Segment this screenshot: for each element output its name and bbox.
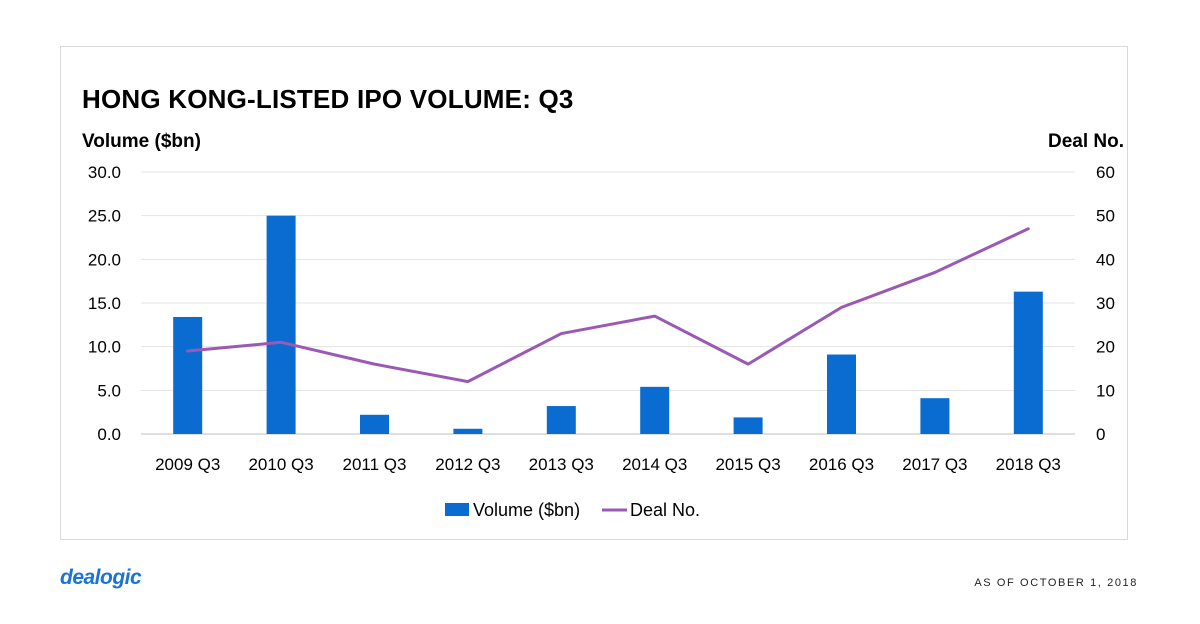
volume-bar bbox=[546, 406, 576, 434]
chart-panel bbox=[60, 46, 1128, 540]
right-tick-label: 10 bbox=[1096, 381, 1115, 400]
left-axis-title: Volume ($bn) bbox=[82, 131, 201, 152]
as-of-date: AS OF OCTOBER 1, 2018 bbox=[974, 577, 1138, 589]
volume-bar bbox=[733, 417, 763, 434]
right-tick-label: 50 bbox=[1096, 207, 1115, 226]
volume-bar bbox=[266, 215, 296, 434]
volume-bar bbox=[453, 428, 483, 434]
x-tick-label: 2012 Q3 bbox=[435, 455, 500, 474]
left-tick-label: 25.0 bbox=[88, 207, 121, 226]
legend-volume-label: Volume ($bn) bbox=[473, 500, 580, 520]
x-tick-label: 2018 Q3 bbox=[996, 455, 1061, 474]
left-tick-label: 30.0 bbox=[88, 163, 121, 182]
volume-bar bbox=[920, 398, 950, 434]
right-tick-label: 0 bbox=[1096, 425, 1105, 444]
x-tick-label: 2009 Q3 bbox=[155, 455, 220, 474]
left-tick-label: 10.0 bbox=[88, 338, 121, 357]
right-tick-label: 30 bbox=[1096, 294, 1115, 313]
right-tick-label: 60 bbox=[1096, 163, 1115, 182]
left-tick-label: 15.0 bbox=[88, 294, 121, 313]
x-tick-label: 2014 Q3 bbox=[622, 455, 687, 474]
right-tick-label: 20 bbox=[1096, 338, 1115, 357]
legend-volume-swatch bbox=[445, 503, 469, 516]
volume-bar bbox=[173, 316, 203, 434]
volume-bar bbox=[640, 386, 670, 434]
dealogic-logo: dealogic bbox=[60, 566, 142, 589]
volume-bar bbox=[360, 414, 389, 434]
right-tick-label: 40 bbox=[1096, 250, 1115, 269]
chart-title: HONG KONG-LISTED IPO VOLUME: Q3 bbox=[82, 84, 574, 114]
left-tick-label: 20.0 bbox=[88, 250, 121, 269]
volume-bar bbox=[827, 354, 856, 434]
left-tick-label: 5.0 bbox=[97, 381, 121, 400]
x-tick-label: 2013 Q3 bbox=[529, 455, 594, 474]
x-tick-label: 2017 Q3 bbox=[902, 455, 967, 474]
x-tick-label: 2011 Q3 bbox=[343, 455, 407, 474]
legend-deal-no-label: Deal No. bbox=[630, 500, 700, 520]
left-tick-label: 0.0 bbox=[97, 425, 121, 444]
deal-no-line bbox=[186, 227, 1030, 384]
volume-bar bbox=[1013, 291, 1043, 434]
x-tick-label: 2010 Q3 bbox=[248, 455, 313, 474]
right-axis-title: Deal No. bbox=[1047, 131, 1124, 152]
x-tick-label: 2015 Q3 bbox=[715, 455, 780, 474]
x-tick-label: 2016 Q3 bbox=[809, 455, 874, 474]
